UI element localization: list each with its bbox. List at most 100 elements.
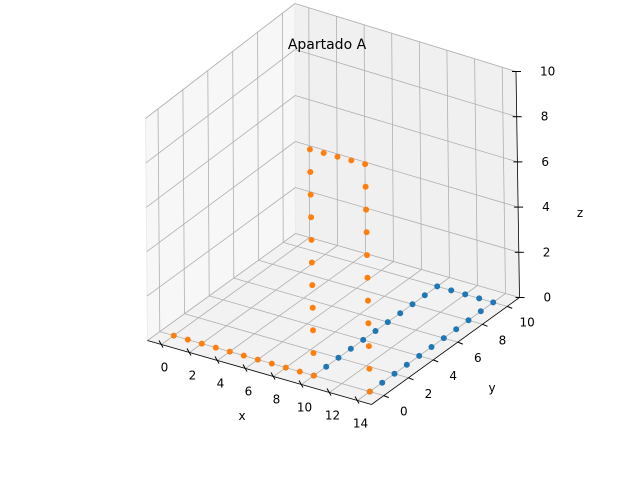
- grid-line-z: [146, 95, 296, 208]
- series-1-point: [453, 326, 460, 333]
- x-tick-label: 4: [217, 377, 225, 391]
- x-tick-label: 0: [161, 361, 169, 375]
- grid-line-x: [308, 7, 310, 238]
- series-1-point: [379, 379, 386, 386]
- y-tick-label: 10: [520, 315, 535, 329]
- grid-line-x: [335, 16, 338, 246]
- series-2-point: [307, 169, 314, 175]
- series-1-point: [409, 301, 416, 308]
- z-tick-label: 2: [543, 245, 551, 259]
- series-1-point: [416, 352, 423, 359]
- grid-line-z: [295, 141, 519, 208]
- series-2-point: [308, 236, 315, 243]
- series-1-point: [440, 335, 447, 342]
- series-2-point: [365, 297, 371, 304]
- series-1-point: [476, 295, 483, 302]
- grid-line-y: [258, 259, 483, 325]
- series-1-point: [384, 319, 391, 326]
- series-1-point: [360, 336, 367, 343]
- y-tick-label: 2: [425, 387, 433, 401]
- grid-line-y: [257, 32, 259, 261]
- series-2-point: [240, 352, 247, 359]
- z-tick-label: 6: [541, 155, 549, 169]
- y-axis-label: y: [488, 381, 495, 395]
- grid-line-x: [474, 58, 478, 286]
- grid-line-x: [501, 67, 506, 294]
- series-1-point: [372, 328, 379, 334]
- grid-line-x: [391, 33, 394, 262]
- grid-line-x: [363, 24, 366, 254]
- x-tick-mark: [186, 348, 192, 356]
- grid-line-y: [209, 295, 434, 361]
- x-tick-label: 14: [353, 417, 368, 431]
- series-2-point: [308, 214, 315, 221]
- grid-line-z: [295, 233, 520, 298]
- series-2-point: [363, 229, 370, 236]
- series-2-point: [212, 344, 219, 351]
- grid-line-y: [182, 89, 185, 314]
- y-tick-mark: [507, 305, 513, 309]
- series-1-point: [490, 299, 497, 306]
- grid-line-y: [233, 277, 458, 343]
- series-1-point: [397, 310, 404, 317]
- x-tick-label: 2: [189, 369, 197, 383]
- y-tick-mark: [383, 395, 389, 399]
- series-1-point: [403, 361, 410, 368]
- x-tick-mark: [354, 396, 360, 404]
- series-2-point: [310, 327, 316, 334]
- series-2-point: [320, 150, 327, 156]
- series-1-point: [335, 354, 342, 361]
- axes-grid: [145, 3, 520, 401]
- series-2-point: [170, 332, 177, 339]
- series-2-point: [184, 336, 191, 343]
- series-2-point: [282, 364, 289, 371]
- series-2-point: [310, 372, 317, 379]
- series-2-point: [268, 360, 275, 367]
- grid-line-y: [157, 108, 161, 332]
- grid-line-z: [145, 49, 296, 164]
- series-1-point: [347, 345, 354, 352]
- series-2-point: [364, 274, 371, 281]
- series-2-point: [198, 340, 205, 347]
- x-tick-label: 12: [325, 409, 340, 423]
- x-tick-mark: [214, 356, 220, 364]
- series-1-point: [462, 291, 469, 298]
- z-axis-label: z: [577, 206, 583, 220]
- x-tick-mark: [270, 372, 276, 380]
- grid-line-x: [418, 41, 422, 270]
- series-1-point: [465, 317, 472, 324]
- series-2-point: [362, 183, 369, 190]
- z-tick-label: 8: [541, 110, 549, 124]
- x-axis-label: x: [238, 409, 245, 423]
- z-tick-label: 4: [542, 200, 550, 214]
- axes-ticks: 0 2 4 6 8 10 12 14 0 2 4 6 8 10 0 2 4 6 8 10: [158, 65, 555, 431]
- x-tick-label: 10: [297, 401, 312, 415]
- series-2-point: [363, 206, 370, 213]
- series-2-point: [309, 282, 316, 289]
- y-axis-line: [371, 297, 520, 405]
- grid-line-z: [145, 3, 296, 119]
- grid-line-x: [273, 269, 422, 377]
- grid-line-x: [446, 50, 450, 278]
- x-tick-mark: [158, 340, 164, 348]
- chart-title: Apartado A: [288, 37, 367, 53]
- z-tick-label: 10: [540, 65, 555, 79]
- series-2-point: [366, 365, 373, 372]
- y-tick-label: 6: [474, 351, 482, 365]
- grid-line-z: [295, 187, 519, 253]
- series-2-point: [364, 252, 370, 259]
- y-tick-label: 0: [400, 405, 408, 419]
- y-tick-mark: [457, 341, 463, 345]
- x-tick-mark: [298, 380, 304, 388]
- x-tick-mark: [242, 364, 248, 372]
- series-2-point: [365, 343, 372, 350]
- grid-line-y: [232, 51, 235, 279]
- series-1-point: [323, 363, 330, 370]
- series-2-point: [366, 388, 373, 395]
- x-tick-label: 8: [273, 393, 281, 407]
- grid-line-z: [295, 95, 518, 163]
- x-tick-mark: [326, 388, 332, 396]
- series-2-point: [334, 153, 341, 160]
- series-1-point: [434, 283, 441, 290]
